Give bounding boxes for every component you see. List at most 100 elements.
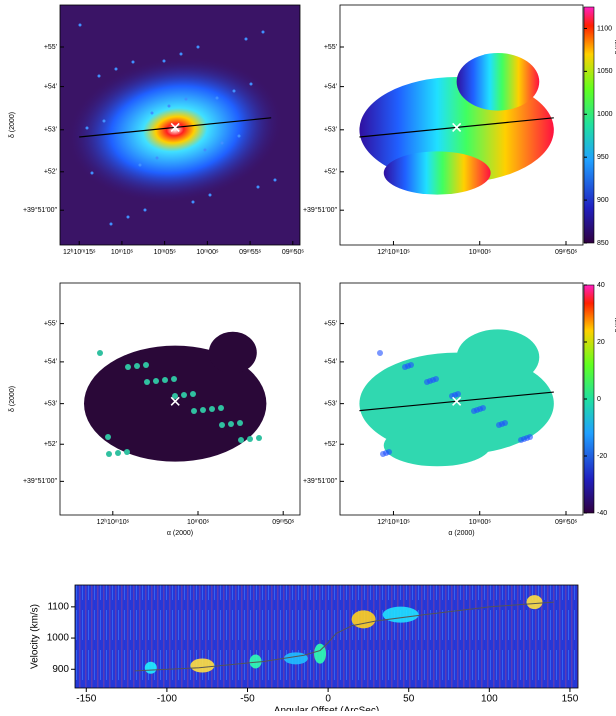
- colorbar-tick-label: 40: [597, 282, 605, 289]
- frame: [59, 282, 301, 516]
- y-tick-label: +52′: [324, 169, 338, 176]
- y-tick-label: +52′: [44, 169, 58, 176]
- emission-blob: [249, 654, 262, 669]
- clump: [106, 451, 112, 457]
- clump: [228, 421, 234, 427]
- x-tick-label: 12ʰ10ᵐ15ˢ: [63, 249, 96, 256]
- emission-blob: [351, 610, 376, 629]
- clump: [125, 364, 131, 370]
- x-tick-label: 10ᵐ10ˢ: [111, 249, 134, 256]
- y-tick-label: 900: [52, 664, 69, 675]
- frame: [339, 4, 584, 246]
- colorbar-tick-label: -40: [597, 510, 607, 517]
- colorbar-tick-label: 1000: [597, 111, 613, 118]
- clump: [433, 376, 439, 382]
- emission-blob: [144, 661, 157, 674]
- star: [85, 126, 89, 130]
- y-tick-label: +53′: [324, 400, 338, 407]
- clump: [200, 407, 206, 413]
- colorbar-tick-label: 20: [597, 339, 605, 346]
- star: [155, 156, 159, 160]
- x-tick-label: 150: [562, 694, 579, 705]
- frame: [59, 4, 301, 246]
- x-tick-label: 12ʰ10ᵐ10ˢ: [377, 249, 410, 256]
- content: 12ʰ10ᵐ15ˢ 10ᵐ10ˢ 10ᵐ05ˢ 10ᵐ00ˢ 09ᵐ55ˢ 09ᵐ50ˢ +…: [9, 4, 616, 716]
- x-tick-label: -50: [240, 694, 255, 705]
- x-tick-label: 12ʰ10ᵐ10ˢ: [97, 519, 130, 526]
- colorbar-tick-label: 0: [597, 396, 601, 403]
- star: [131, 60, 135, 64]
- star: [261, 30, 265, 34]
- star: [249, 82, 253, 86]
- clump: [377, 350, 383, 356]
- galaxy: [67, 56, 283, 203]
- star: [215, 96, 219, 100]
- y-tick-label: +54′: [324, 83, 338, 90]
- model-curve: [134, 601, 554, 672]
- clump: [386, 449, 392, 455]
- emission-blob: [382, 606, 419, 623]
- clump: [190, 391, 196, 397]
- clump: [124, 449, 130, 455]
- y-axis-label: δ (2000): [9, 112, 16, 138]
- y-tick-label: +55′: [44, 320, 58, 327]
- center-cross: [452, 396, 462, 406]
- x-tick-label: 09ᵐ55ˢ: [239, 249, 262, 256]
- y-tick-label: +53′: [44, 127, 58, 134]
- clump: [238, 437, 244, 443]
- x-tick-label: -150: [76, 694, 96, 705]
- y-tick-label: +39°51′00″: [23, 477, 58, 485]
- clump: [408, 362, 414, 368]
- clump: [172, 393, 178, 399]
- emission-region: [383, 424, 491, 467]
- x-tick-label: 10ᵐ00ˢ: [187, 519, 210, 526]
- y-axis-label: Velocity (km/s): [30, 604, 41, 669]
- clump: [209, 406, 215, 412]
- clump: [115, 450, 121, 456]
- colorbar-label: km s⁻¹: [613, 318, 616, 339]
- x-tick-label: 50: [403, 694, 415, 705]
- x-axis-label: Angular Offset (ArcSec): [274, 706, 379, 711]
- emission-region: [456, 53, 540, 111]
- clump: [143, 362, 149, 368]
- x-tick-label: -100: [157, 694, 177, 705]
- star: [90, 171, 94, 175]
- y-tick-label: +39°51′00″: [23, 206, 58, 214]
- y-tick-label: +39°51′00″: [303, 477, 338, 485]
- emission-region: [383, 151, 491, 195]
- y-axis-label: δ (2000): [9, 386, 16, 412]
- colorbar-tick-label: 1050: [597, 68, 613, 75]
- x-tick-label: 12ʰ10ᵐ10ˢ: [377, 519, 410, 526]
- star: [191, 200, 195, 204]
- clump: [237, 420, 243, 426]
- center-cross: [170, 396, 180, 406]
- clump: [134, 363, 140, 369]
- star: [109, 222, 113, 226]
- colorbar-label: km s⁻¹: [613, 40, 616, 61]
- y-tick-label: +54′: [44, 83, 58, 90]
- clump: [247, 436, 253, 442]
- star: [102, 119, 106, 123]
- star: [237, 134, 241, 138]
- colorbar-tick-label: 1100: [597, 25, 612, 32]
- star: [273, 178, 277, 182]
- x-tick-label: 10ᵐ05ˢ: [154, 249, 177, 256]
- y-tick-label: +55′: [44, 44, 58, 51]
- star: [97, 74, 101, 78]
- center-cross: [452, 122, 462, 132]
- y-tick-label: +52′: [44, 441, 58, 448]
- clump: [191, 408, 197, 414]
- star: [179, 52, 183, 56]
- star: [256, 185, 260, 189]
- emission-region: [84, 345, 267, 462]
- star: [232, 89, 236, 93]
- center-cross: [170, 122, 180, 132]
- clump: [105, 434, 111, 440]
- x-tick-label: 09ᵐ50ˢ: [282, 249, 305, 256]
- colorbar-tick-label: 900: [597, 197, 609, 204]
- emission-blob: [283, 652, 308, 665]
- pv-background: [75, 585, 578, 688]
- clump: [256, 435, 262, 441]
- clump: [480, 405, 486, 411]
- y-tick-label: +53′: [324, 127, 338, 134]
